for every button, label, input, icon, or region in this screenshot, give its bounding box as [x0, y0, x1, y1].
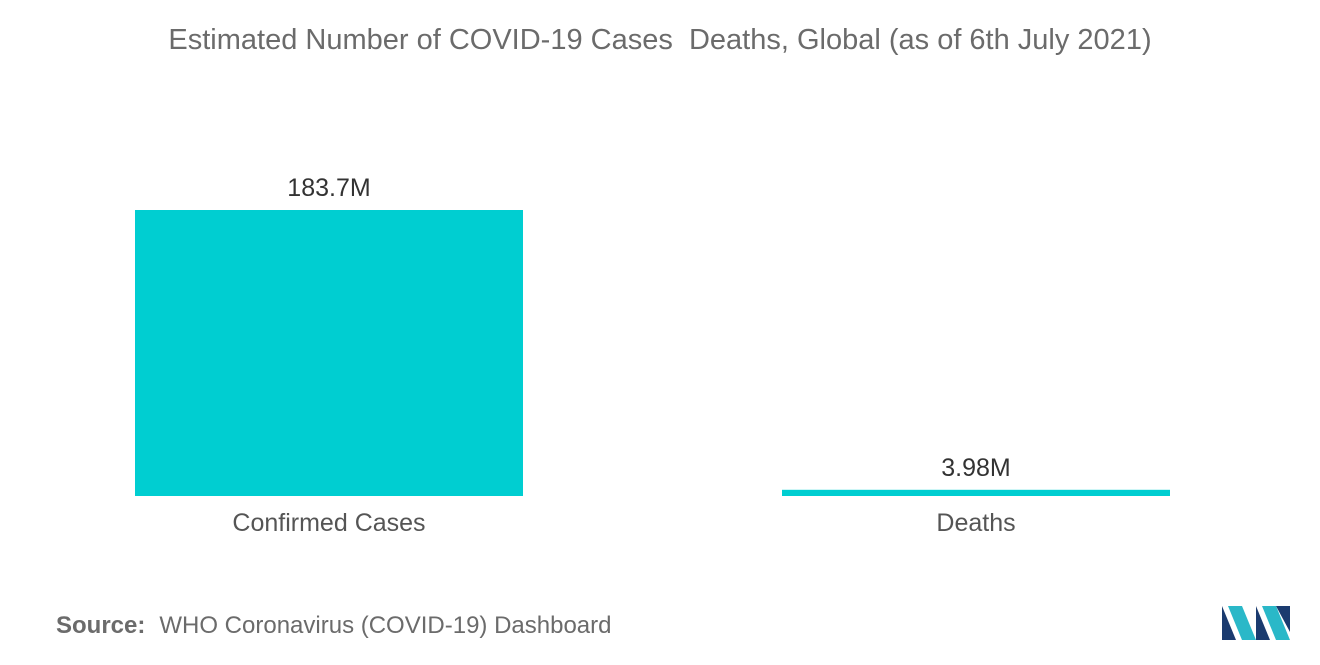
source-note: Source: WHO Coronavirus (COVID-19) Dashbo… [56, 612, 612, 640]
data-label: 183.7M [287, 174, 370, 202]
mordor-intelligence-logo-icon [1222, 606, 1290, 640]
bar-deaths [782, 489, 1170, 496]
category-label: Deaths [936, 509, 1015, 537]
chart-title: Estimated Number of COVID-19 Cases Death… [168, 24, 1152, 56]
source-label: Source: [56, 612, 146, 639]
data-label: 3.98M [941, 454, 1010, 482]
bar-confirmed-cases [135, 210, 523, 496]
source-text: WHO Coronavirus (COVID-19) Dashboard [159, 612, 612, 639]
category-label: Confirmed Cases [232, 509, 425, 537]
